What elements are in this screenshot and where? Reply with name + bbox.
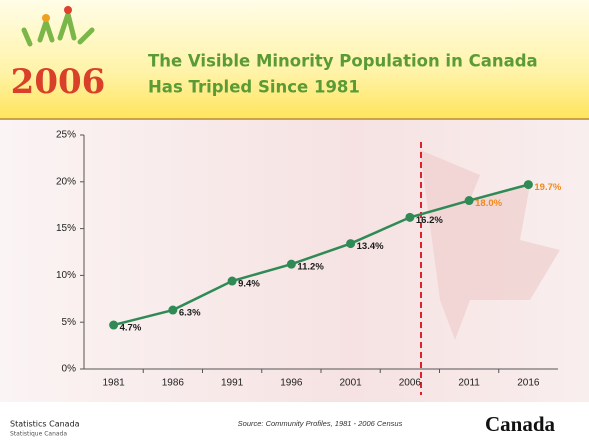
value-label: 9.4%: [238, 279, 260, 290]
value-label: 4.7%: [120, 323, 142, 334]
data-point: [346, 239, 356, 249]
y-tick-label: 20%: [56, 176, 76, 187]
data-line: [113, 183, 529, 327]
agency-fr: Statistique Canada: [10, 431, 67, 438]
value-label: 13.4%: [357, 241, 384, 252]
data-point: [168, 305, 178, 315]
y-tick-label: 5%: [62, 317, 77, 328]
y-tick-label: 25%: [56, 130, 76, 141]
x-tick-label: 2011: [458, 378, 480, 389]
value-label: 16.2%: [416, 215, 443, 226]
data-point: [109, 320, 119, 330]
agency-en: Statistics Canada: [10, 420, 80, 429]
x-tick-label: 1996: [280, 378, 303, 389]
x-tick-label: 2006: [399, 378, 422, 389]
value-label: 19.7%: [534, 182, 561, 193]
title-line: Has Tripled Since 1981: [148, 78, 360, 97]
value-label: 18.0%: [475, 198, 502, 209]
footer-background: [0, 402, 589, 446]
y-tick-label: 10%: [56, 270, 76, 281]
title-line: The Visible Minority Population in Canad…: [148, 52, 538, 71]
x-tick-label: 1986: [162, 378, 185, 389]
value-label: 6.3%: [179, 308, 201, 319]
x-tick-label: 2016: [517, 378, 540, 389]
maple-leaf: [420, 150, 560, 340]
header-rule: [0, 118, 589, 120]
header-background: [0, 0, 589, 120]
wordmark: Canada: [485, 412, 556, 436]
logo-text: 2006: [11, 62, 106, 102]
y-tick-label: 0%: [62, 364, 77, 375]
x-tick-label: 1991: [221, 378, 244, 389]
data-point: [464, 196, 474, 206]
data-point: [227, 276, 237, 286]
source-note: Source: Community Profiles, 1981 - 2006 …: [238, 419, 403, 428]
data-point: [523, 180, 533, 190]
y-tick-label: 15%: [56, 223, 76, 234]
data-point: [405, 212, 415, 222]
logo: 2006: [11, 5, 106, 102]
data-point: [286, 259, 296, 269]
x-tick-label: 2001: [340, 378, 363, 389]
x-tick-label: 1981: [103, 378, 126, 389]
value-label: 11.2%: [297, 262, 324, 273]
